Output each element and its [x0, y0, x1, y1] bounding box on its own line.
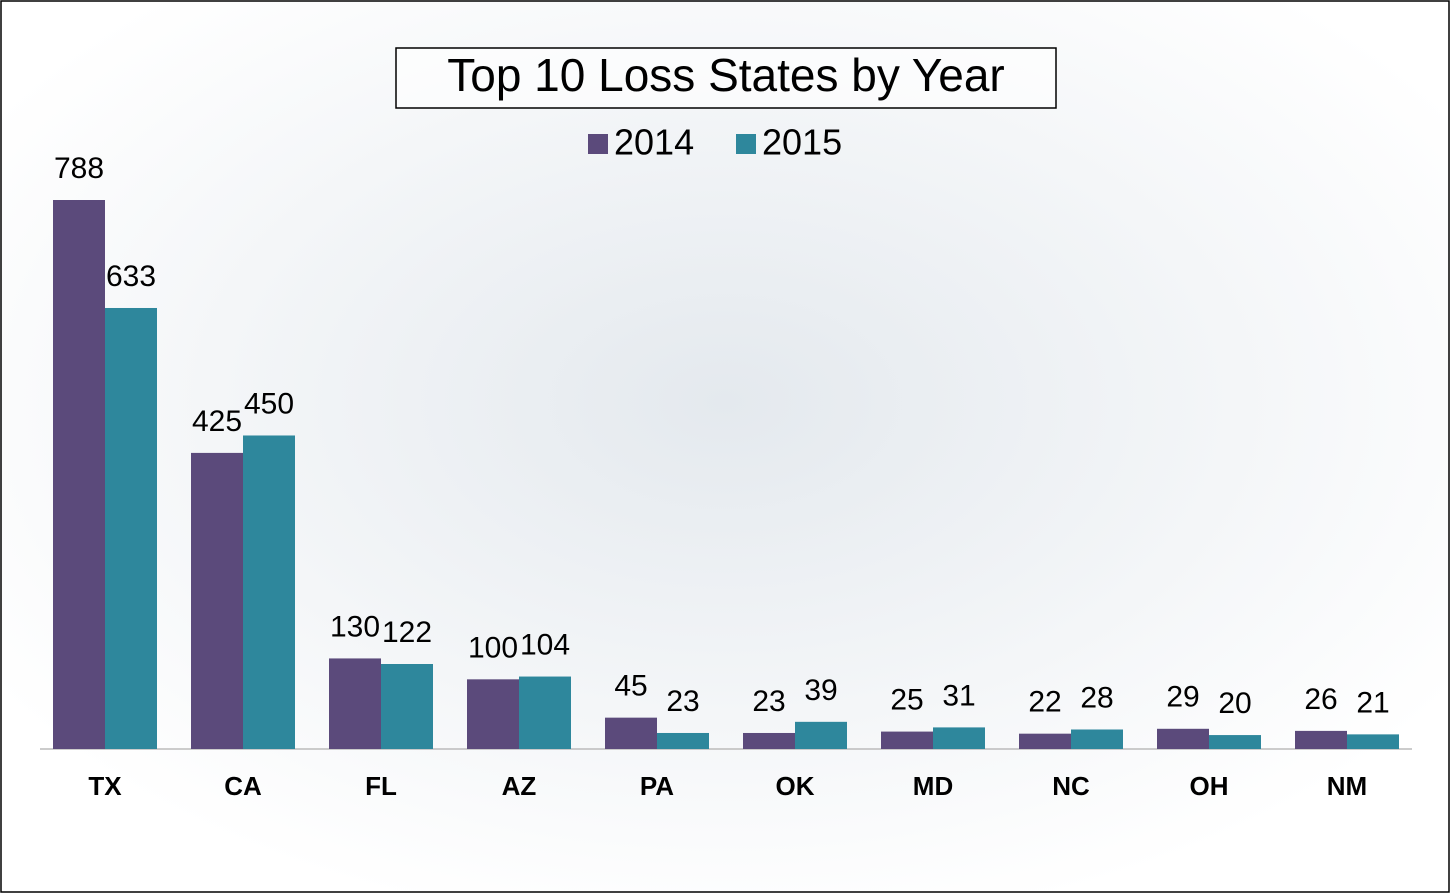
value-label: 425	[192, 405, 242, 438]
value-label: 25	[890, 684, 923, 717]
value-label: 100	[468, 631, 518, 664]
bar	[657, 733, 709, 749]
legend-label: 2014	[614, 122, 694, 163]
bar	[1209, 735, 1261, 749]
bar	[743, 733, 795, 749]
value-label: 23	[666, 685, 699, 718]
x-tick-label: AZ	[502, 771, 537, 801]
value-label: 26	[1304, 683, 1337, 716]
bar	[519, 677, 571, 749]
bar	[191, 453, 243, 749]
value-label: 45	[614, 670, 647, 703]
x-tick-label: OH	[1190, 771, 1229, 801]
bar	[933, 727, 985, 749]
value-label: 104	[520, 628, 570, 661]
value-label: 31	[942, 679, 975, 712]
bar	[1157, 729, 1209, 749]
x-tick-label: CA	[224, 771, 262, 801]
value-label: 633	[106, 260, 156, 293]
value-label: 122	[382, 616, 432, 649]
bar	[881, 732, 933, 749]
x-tick-label: NM	[1327, 771, 1367, 801]
value-label: 23	[752, 685, 785, 718]
bar	[329, 658, 381, 749]
bar	[243, 435, 295, 749]
bar	[1071, 729, 1123, 749]
value-label: 21	[1356, 686, 1389, 719]
bar	[467, 679, 519, 749]
chart-title: Top 10 Loss States by Year	[447, 49, 1005, 101]
x-tick-label: FL	[365, 771, 397, 801]
value-label: 450	[244, 387, 294, 420]
bar	[1295, 731, 1347, 749]
bar	[605, 718, 657, 749]
frame	[1, 1, 1449, 892]
legend-label: 2015	[762, 122, 842, 163]
bar	[105, 308, 157, 749]
bar	[1019, 734, 1071, 749]
x-tick-label: OK	[776, 771, 815, 801]
value-label: 22	[1028, 686, 1061, 719]
value-label: 28	[1080, 681, 1113, 714]
x-tick-label: NC	[1052, 771, 1090, 801]
legend-swatch	[588, 134, 608, 154]
legend-swatch	[736, 134, 756, 154]
bar	[53, 200, 105, 749]
bar	[795, 722, 847, 749]
value-label: 29	[1166, 681, 1199, 714]
bar	[381, 664, 433, 749]
chart: Top 10 Loss States by Year 2014 2015 TX 788…	[0, 0, 1450, 893]
x-tick-label: TX	[88, 771, 122, 801]
x-tick-label: PA	[640, 771, 674, 801]
bar	[1347, 734, 1399, 749]
value-label: 39	[804, 674, 837, 707]
value-label: 130	[330, 610, 380, 643]
value-label: 20	[1218, 687, 1251, 720]
x-tick-label: MD	[913, 771, 953, 801]
value-label: 788	[54, 152, 104, 185]
